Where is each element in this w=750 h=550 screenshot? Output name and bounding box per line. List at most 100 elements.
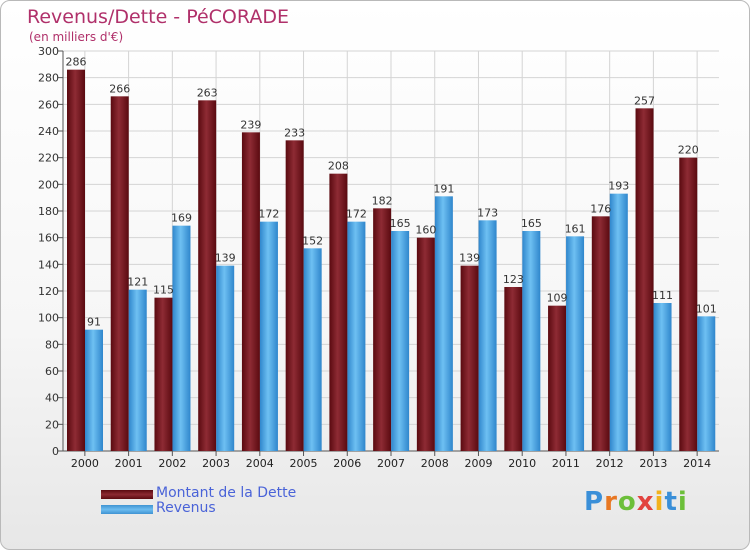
x-tick-label: 2008	[421, 457, 449, 470]
y-tick-label: 240	[38, 125, 59, 138]
data-label: 286	[66, 56, 87, 69]
data-labels: 286 91 266 121 115 169 263 139 239 172 233 152 208 17…	[66, 56, 717, 329]
data-label: 111	[652, 289, 673, 302]
x-tick-label: 2014	[683, 457, 711, 470]
logo-letter: i	[654, 487, 665, 517]
data-label: 176	[590, 202, 611, 215]
bar-dette	[329, 173, 348, 451]
x-tick-label: 2003	[202, 457, 230, 470]
x-tick-label: 2004	[246, 457, 274, 470]
bar-revenus	[347, 221, 366, 451]
bar-dette	[635, 108, 654, 451]
y-tick-label: 100	[38, 312, 59, 325]
data-label: 263	[197, 86, 218, 99]
bar-dette	[110, 96, 129, 451]
y-tick-label: 0	[52, 445, 59, 458]
bar-revenus	[259, 221, 278, 451]
bar-revenus	[303, 248, 322, 451]
x-tick-label: 2010	[508, 457, 536, 470]
data-label: 165	[521, 217, 542, 230]
data-label: 139	[459, 252, 480, 265]
bar-dette	[416, 237, 435, 451]
y-tick-label: 180	[38, 205, 59, 218]
bar-dette	[67, 69, 85, 452]
y-tick-label: 280	[38, 72, 59, 85]
x-tick-label: 2006	[333, 457, 361, 470]
x-tick-label: 2000	[71, 457, 99, 470]
logo-letter: t	[664, 487, 678, 517]
chart-title: Revenus/Dette - PéCORADE	[27, 6, 289, 28]
data-label: 165	[390, 217, 411, 230]
y-tick-label: 140	[38, 258, 59, 271]
y-tick-label: 120	[38, 285, 59, 298]
legend-label-revenue: Revenus	[156, 500, 216, 516]
bar-dette	[460, 265, 479, 451]
tick-labels: 0 20 40 60 80 100 120 140 160 180 200 220 240 260 280 3…	[38, 45, 711, 470]
x-tick-label: 2009	[464, 457, 492, 470]
bar-revenus	[522, 231, 541, 451]
bars	[67, 69, 716, 452]
bar-dette	[154, 297, 173, 451]
x-tick-label: 2005	[290, 457, 318, 470]
x-tick-label: 2007	[377, 457, 405, 470]
logo-letter: o	[617, 487, 637, 517]
logo-letter: r	[604, 487, 618, 517]
data-label: 169	[171, 212, 192, 225]
bar-dette	[504, 287, 523, 451]
data-label: 233	[284, 126, 305, 139]
data-label: 91	[87, 316, 101, 329]
data-label: 101	[696, 302, 717, 315]
y-tick-label: 20	[45, 418, 59, 431]
data-label: 115	[153, 284, 174, 297]
bar-dette	[548, 305, 567, 451]
data-label: 160	[415, 224, 436, 237]
bar-dette	[373, 208, 392, 451]
logo-letter: P	[584, 487, 605, 517]
bar-revenus	[609, 193, 628, 451]
bar-revenus	[653, 303, 672, 451]
x-tick-label: 2011	[552, 457, 580, 470]
data-label: 173	[477, 206, 498, 219]
bar-dette	[241, 132, 260, 452]
bar-dette	[591, 216, 610, 451]
legend-label-debt: Montant de la Dette	[156, 485, 297, 501]
data-label: 172	[346, 208, 367, 221]
bar-revenus	[128, 289, 147, 451]
data-label: 172	[258, 208, 279, 221]
y-tick-label: 260	[38, 98, 59, 111]
bar-dette	[679, 157, 698, 451]
y-tick-label: 300	[38, 45, 59, 58]
data-label: 161	[565, 222, 586, 235]
bar-revenus	[697, 316, 716, 451]
bar-revenus	[391, 231, 410, 451]
data-label: 193	[608, 180, 629, 193]
data-label: 266	[109, 82, 130, 95]
bar-revenus	[172, 225, 191, 451]
y-tick-label: 200	[38, 178, 59, 191]
bar-dette	[285, 140, 304, 452]
data-label: 123	[503, 273, 524, 286]
data-label: 152	[302, 234, 323, 247]
bar-revenus	[478, 220, 497, 451]
x-tick-label: 2002	[158, 457, 186, 470]
bar-revenus	[216, 265, 235, 451]
data-label: 121	[127, 276, 148, 289]
data-label: 257	[634, 94, 655, 107]
data-label: 139	[215, 252, 236, 265]
x-tick-label: 2012	[596, 457, 624, 470]
proxiti-logo: Proxiti	[584, 487, 688, 517]
y-tick-label: 220	[38, 152, 59, 165]
bar-revenus	[434, 196, 453, 451]
data-label: 220	[678, 144, 699, 157]
data-label: 109	[547, 292, 568, 305]
data-label: 208	[328, 160, 349, 173]
legend-swatch-debt	[101, 490, 153, 499]
bar-dette	[198, 100, 217, 451]
y-tick-label: 80	[45, 338, 59, 351]
bar-revenus	[566, 236, 585, 451]
legend-swatch-revenue	[101, 505, 153, 514]
logo-letter: x	[636, 487, 655, 517]
x-tick-label: 2001	[115, 457, 143, 470]
